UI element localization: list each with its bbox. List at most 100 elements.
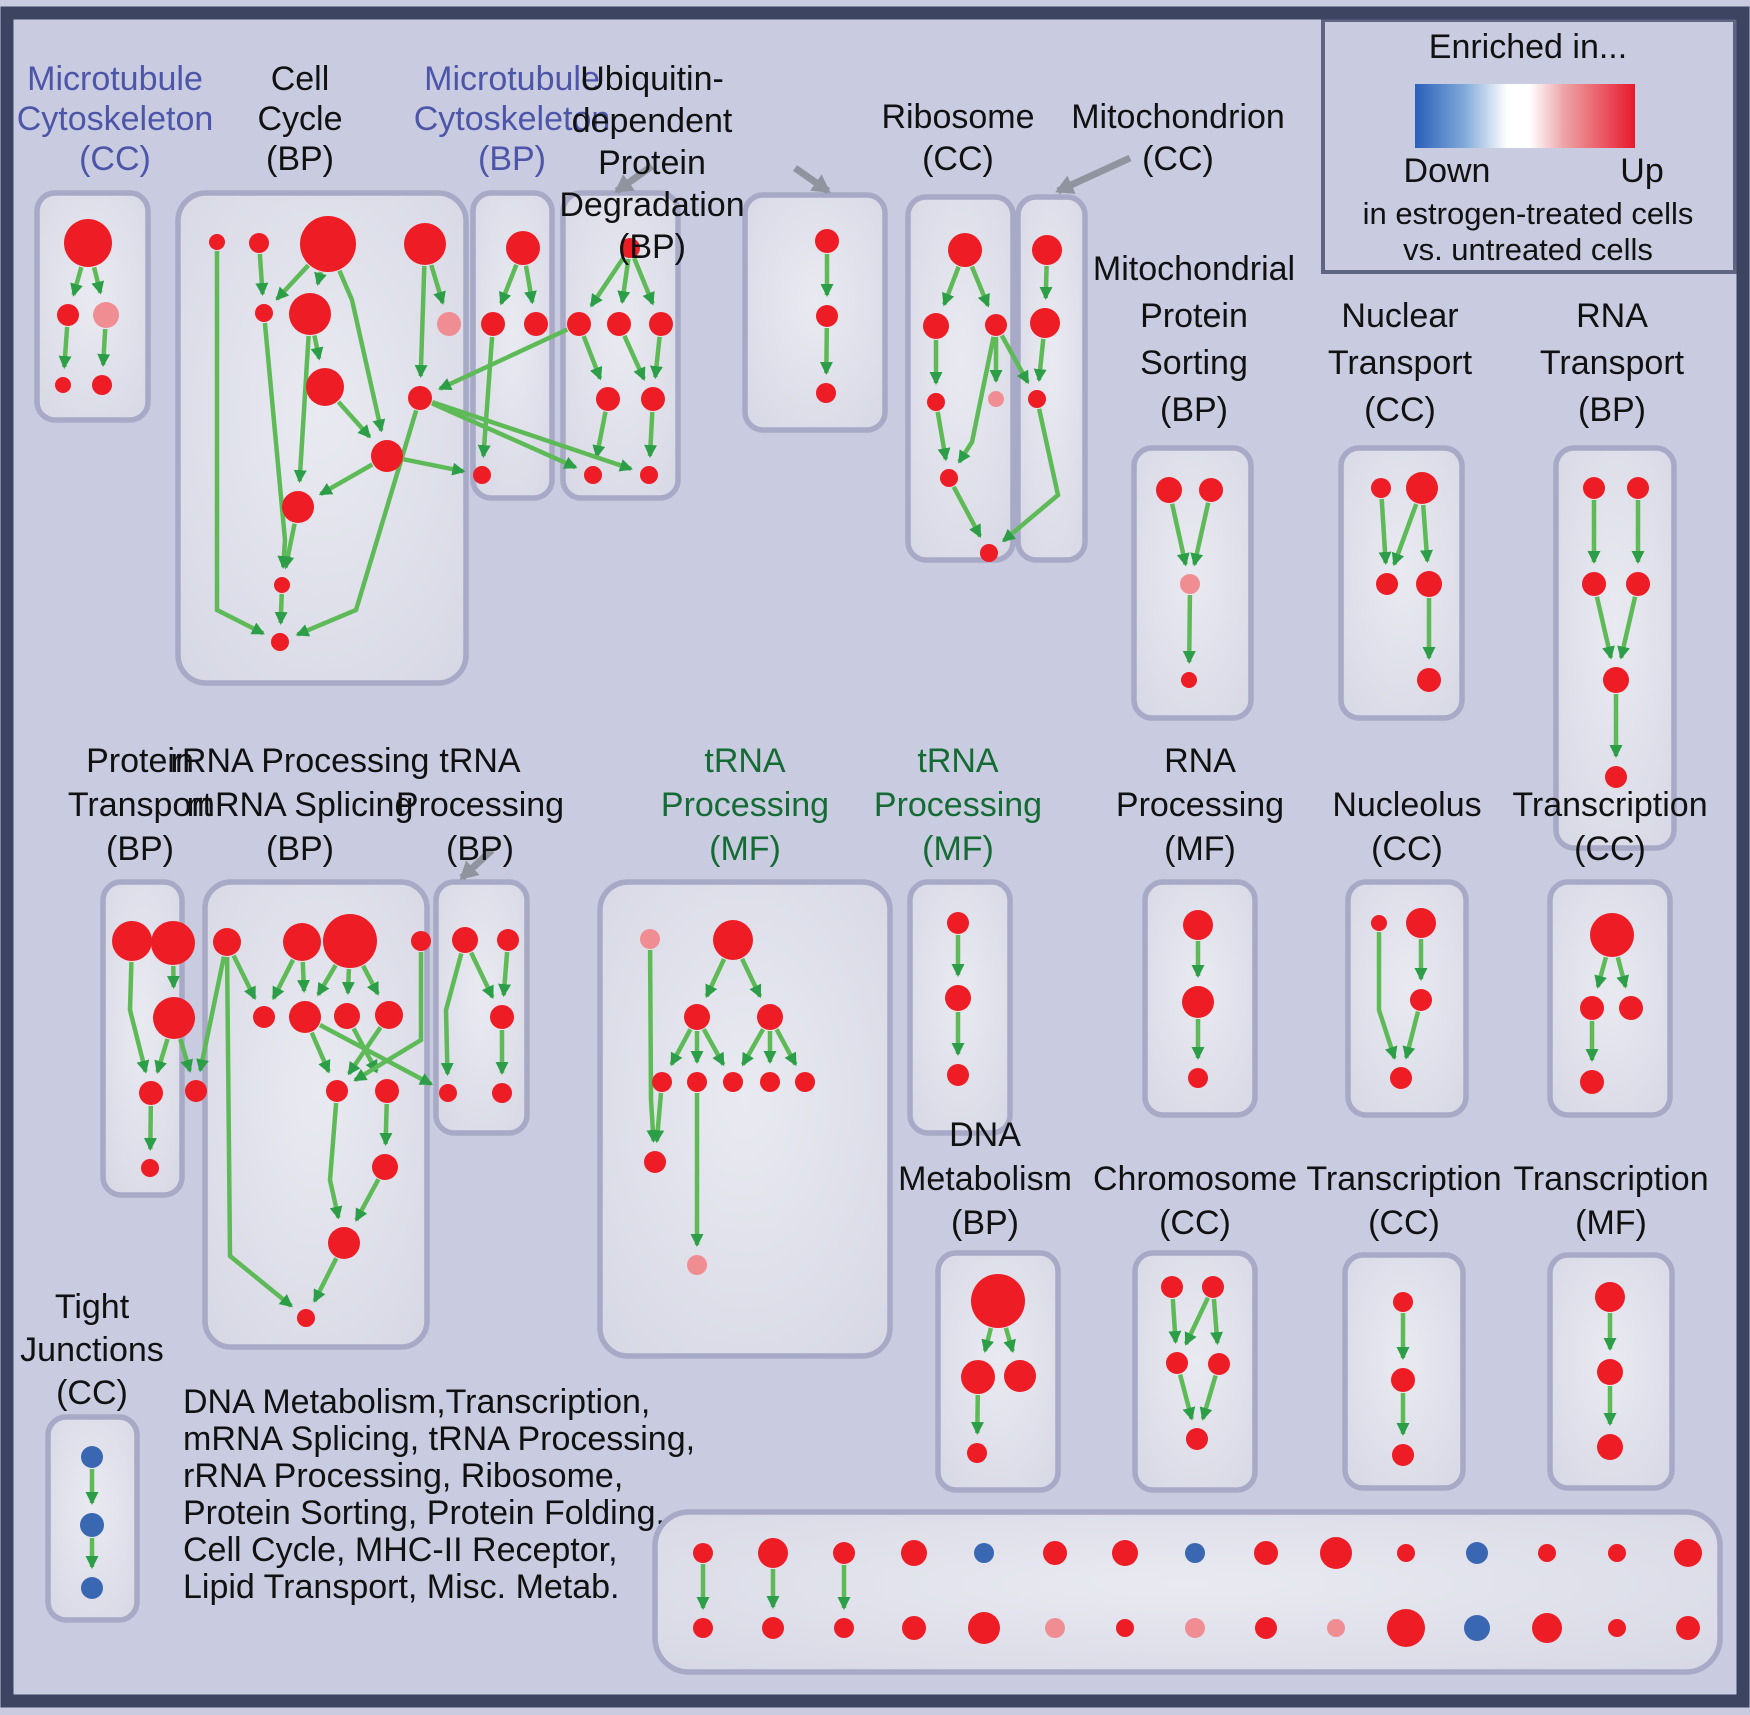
go-term-node <box>1605 766 1627 788</box>
go-term-node <box>283 923 321 961</box>
edge-arrow <box>1594 596 1615 660</box>
edge-arrow <box>1210 1298 1224 1346</box>
go-term-node <box>1376 573 1398 595</box>
cluster-label-ubiquitin-degradation-1: Ubiquitin-dependent Protein Degradation (BP… <box>559 60 744 266</box>
edge-arrow <box>354 1178 381 1222</box>
go-term-node <box>1183 910 1213 940</box>
go-term-node <box>760 1072 780 1092</box>
go-term-node <box>1416 571 1442 597</box>
edge-arrow <box>1594 956 1609 989</box>
go-term-node <box>334 1003 360 1029</box>
bottom-panel-box <box>652 1509 1723 1675</box>
go-term-node <box>1182 986 1214 1018</box>
go-term-node <box>473 466 491 484</box>
bottom-panel-node-bottom <box>762 1617 784 1639</box>
cluster-box-ubiquitin-degradation-2 <box>742 192 888 433</box>
go-term-node <box>326 1080 348 1102</box>
edge-arrow <box>414 265 428 378</box>
edge-arrow <box>592 411 608 459</box>
bottom-panel-node-top <box>901 1540 927 1566</box>
go-term-node <box>408 386 432 410</box>
edge-arrow <box>669 1028 693 1067</box>
edge-arrow <box>70 266 84 297</box>
legend-subtitle-line2: vs. untreated cells <box>1403 232 1653 267</box>
go-term-node <box>64 219 112 267</box>
bottom-panel-node-top <box>1608 1544 1626 1562</box>
edge-arrow <box>644 411 658 458</box>
go-term-node <box>967 1443 987 1463</box>
go-term-node <box>289 293 331 335</box>
edge-arrow <box>312 1257 339 1303</box>
bottom-panel-node-top <box>758 1538 788 1568</box>
edge-arrow <box>646 949 660 1143</box>
edge-arrow <box>316 963 338 997</box>
edge-arrow <box>341 968 355 995</box>
go-term-node <box>452 927 478 953</box>
cluster-label-rna-transport: RNA Transport (BP) <box>1540 297 1685 429</box>
go-term-node <box>1032 235 1062 265</box>
cluster-label-trna-processing-bp: tRNA Processing (BP) <box>396 742 564 868</box>
go-term-node <box>439 1084 457 1102</box>
go-term-node <box>524 312 548 336</box>
edge-arrow <box>438 327 569 391</box>
bottom-panel-node-bottom <box>1045 1618 1065 1638</box>
edge-arrow <box>327 1102 343 1220</box>
go-term-node <box>1208 1353 1230 1375</box>
edge-arrow <box>477 336 495 459</box>
edge-arrow <box>1001 408 1061 543</box>
go-term-node <box>300 216 356 272</box>
bottom-panel-node-bottom <box>1464 1615 1490 1641</box>
go-term-node <box>411 931 431 951</box>
bottom-panel-node-bottom <box>1676 1616 1700 1640</box>
edge-arrow <box>704 958 727 999</box>
cluster-box-ribosome-cc <box>905 194 1016 563</box>
bottom-panel-node-top <box>1185 1543 1205 1563</box>
edge-arrow <box>154 1038 170 1074</box>
cluster-label-rrna-processing-mrna-splicing: rRNA Processing mRNA Splicing (BP) <box>171 742 430 868</box>
cluster-label-transcription-cc-upper: Transcription (CC) <box>1512 786 1707 868</box>
bottom-panel-node-top <box>1254 1541 1278 1565</box>
edge-arrow <box>262 322 291 569</box>
edge-arrow <box>1615 956 1630 989</box>
go-term-node <box>404 223 446 265</box>
go-term-node <box>81 1446 103 1468</box>
edge-arrow <box>58 326 72 369</box>
edge-arrow <box>981 1327 994 1353</box>
go-term-node <box>81 1577 103 1599</box>
go-term-node <box>567 312 591 336</box>
legend-down-label: Down <box>1404 152 1491 190</box>
edge-arrow <box>318 1023 433 1087</box>
edge-arrow <box>310 335 324 361</box>
go-term-node <box>1030 308 1060 338</box>
edge-arrow <box>970 1394 984 1435</box>
bottom-panel-node-top <box>1112 1540 1138 1566</box>
go-term-node <box>945 985 971 1011</box>
go-term-node <box>112 921 152 961</box>
go-term-node <box>584 466 602 484</box>
go-term-node <box>55 377 71 393</box>
edge-arrow <box>819 327 833 375</box>
edge-arrow <box>231 954 257 1000</box>
go-term-node <box>1406 472 1438 504</box>
edge-arrow <box>498 951 512 998</box>
edge-arrow <box>999 334 1030 385</box>
go-term-node <box>652 1072 672 1092</box>
edge-arrow <box>969 265 991 308</box>
cluster-label-transcription-cc-lower: Transcription (CC) <box>1306 1160 1501 1242</box>
label-pointer-arrow <box>614 163 655 194</box>
edge-arrow <box>293 335 311 484</box>
go-term-node <box>1597 1359 1623 1385</box>
go-term-node <box>1580 996 1604 1020</box>
go-term-node <box>57 304 79 326</box>
go-term-node <box>757 1004 783 1030</box>
edge-arrow <box>1378 498 1392 565</box>
bottom-panel-node-top <box>693 1543 713 1563</box>
bottom-panel-node-bottom <box>1116 1619 1134 1637</box>
bottom-panel-node-bottom <box>1608 1619 1626 1637</box>
go-term-node <box>1181 672 1197 688</box>
edge-arrow <box>178 1038 193 1073</box>
edge-arrow <box>224 956 293 1308</box>
edge-arrow <box>1183 1296 1210 1346</box>
